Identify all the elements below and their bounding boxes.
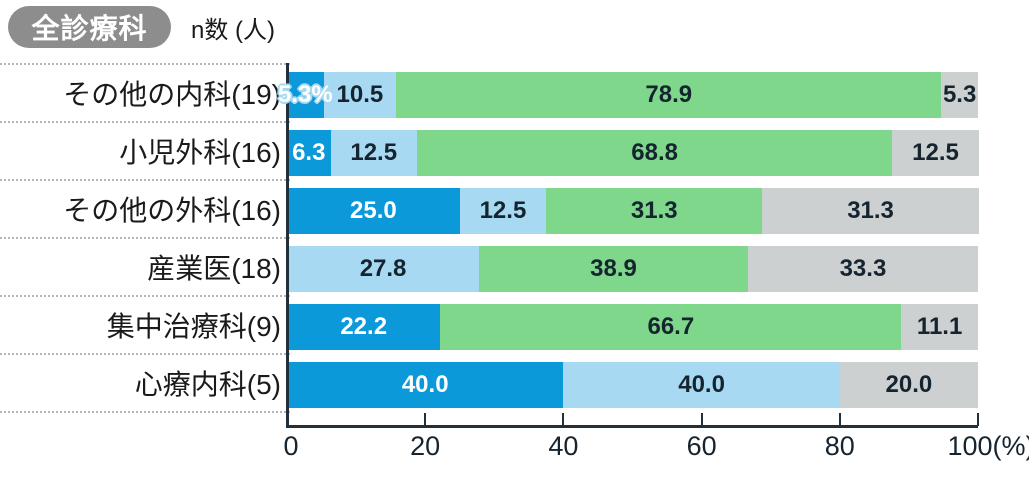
axis-tick (424, 413, 427, 426)
axis-tick-label: 100(%) (947, 431, 1029, 461)
row-separator (0, 63, 290, 65)
bar-row: 産業医(18) 27.8 38.9 33.3 (0, 238, 1029, 297)
segment-value-label: 5.3% (277, 81, 333, 108)
axis-tick (977, 413, 979, 426)
segment-value-label: 33.3 (839, 255, 887, 282)
category-label: 産業医(18) (147, 253, 281, 284)
bar-row: 集中治療科(9) 22.2 66.7 11.1 (0, 296, 1029, 355)
bar-segment: 12.5 (892, 130, 979, 176)
bar-segment: 31.3 (762, 188, 979, 234)
axis-tick-label: 0 (283, 431, 299, 461)
segment-value-label: 31.3 (847, 197, 894, 224)
axis-tick-label: 60 (686, 431, 717, 461)
x-axis-line (286, 425, 978, 428)
bar-segment: 11.1 (901, 304, 978, 350)
category-label: 小児外科(16) (119, 137, 281, 168)
bar-segment: 40.0 (287, 362, 564, 408)
bar-segment: 38.9 (479, 246, 748, 292)
bar-track: 40.0 40.0 20.0 (287, 362, 978, 408)
bar-segment: 20.0 (839, 362, 978, 408)
bar-track: 22.2 66.7 11.1 (287, 304, 978, 350)
bar-segment: 33.3 (747, 246, 978, 292)
bar-segment: 5.3% (278, 72, 333, 118)
bar-segment: 31.3 (546, 188, 763, 234)
bar-segment: 12.5 (459, 188, 547, 234)
bar-segment: 68.8 (416, 130, 893, 176)
segment-value-label: 11.1 (916, 313, 963, 340)
axis-tick (700, 413, 703, 426)
segment-value-label: 10.5 (336, 81, 384, 108)
bar-segment: 5.3 (941, 72, 978, 118)
bar-segment: 12.5 (330, 130, 417, 176)
bar-track: 25.0 12.5 31.3 31.3 (287, 188, 979, 234)
segment-value-label: 66.7 (647, 313, 695, 340)
bar-track: 6.3 12.5 68.8 12.5 (287, 130, 979, 176)
bar-segment: 22.2 (287, 304, 441, 350)
unit-label: n数 (人) (191, 16, 275, 44)
segment-value-label: 5.3 (942, 81, 977, 108)
axis-tick-label: 20 (410, 431, 441, 461)
bar-row: その他の内科(19) 5.3% 10.5 78.9 5.3 (0, 64, 1029, 123)
bar-track: 27.8 38.9 33.3 (287, 246, 978, 292)
segment-value-label: 31.3 (630, 197, 678, 224)
segment-value-label: 40.0 (678, 371, 725, 398)
bar-segment: 27.8 (287, 246, 480, 292)
segment-value-label: 38.9 (590, 255, 637, 282)
category-label: その他の内科(19) (63, 79, 281, 110)
segment-value-label: 78.9 (645, 81, 693, 108)
row-separator (0, 353, 290, 355)
row-separator (0, 179, 290, 181)
row-separator (0, 121, 290, 123)
bar-segment: 6.3 (287, 130, 331, 176)
segment-value-label: 25.0 (350, 197, 397, 224)
segment-value-label: 27.8 (359, 255, 407, 282)
category-label: その他の外科(16) (63, 195, 281, 226)
axis-tick-label: 40 (548, 431, 579, 461)
bar-segment: 10.5 (323, 72, 397, 118)
segment-value-label: 68.8 (631, 139, 678, 166)
category-label: 心療内科(5) (134, 369, 281, 400)
axis-tick (838, 413, 841, 426)
bar-segment: 40.0 (563, 362, 840, 408)
segment-value-label: 20.0 (885, 371, 933, 398)
bar-segment: 66.7 (440, 304, 902, 350)
row-separator (0, 295, 290, 297)
segment-value-label: 22.2 (340, 313, 388, 340)
category-label: 集中治療科(9) (106, 311, 281, 342)
bar-segment: 78.9 (396, 72, 942, 118)
bar-track: 5.3% 10.5 78.9 5.3 (278, 72, 978, 118)
row-separator (0, 411, 290, 413)
bar-row: 小児外科(16) 6.3 12.5 68.8 12.5 (0, 122, 1029, 181)
segment-value-label: 12.5 (350, 139, 398, 166)
bar-rows-container: その他の内科(19) 5.3% 10.5 78.9 5.3 小児外科(16) 6.3 12.5… (0, 63, 1029, 413)
row-separator (0, 237, 290, 239)
title-badge: 全診療科 (8, 6, 171, 48)
segment-value-label: 6.3 (292, 139, 326, 166)
segment-value-label: 12.5 (479, 197, 527, 224)
segment-value-label: 12.5 (912, 139, 959, 166)
segment-value-label: 40.0 (401, 371, 449, 398)
bar-row: その他の外科(16) 25.0 12.5 31.3 31.3 (0, 180, 1029, 239)
bar-segment: 25.0 (287, 188, 460, 234)
chart-header: 全診療科 n数 (人) (8, 6, 275, 48)
axis-tick-label: 80 (824, 431, 855, 461)
bar-row: 心療内科(5) 40.0 40.0 20.0 (0, 354, 1029, 413)
axis-tick (562, 413, 565, 426)
y-axis-line (286, 63, 289, 428)
